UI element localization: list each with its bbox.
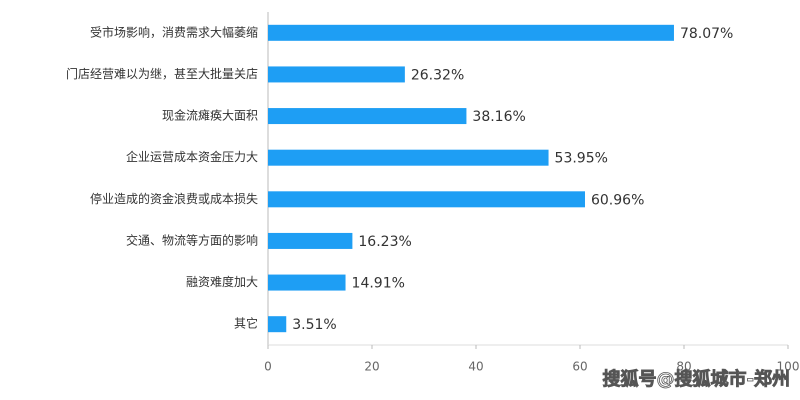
- data-label: 38.16%: [472, 109, 525, 125]
- bar: [268, 232, 353, 249]
- y-tick-label: 受市场影响，消费需求大幅萎缩: [90, 24, 258, 39]
- x-tick-label: 20: [364, 360, 379, 374]
- y-tick-label: 交通、物流等方面的影响: [126, 232, 258, 247]
- data-label: 78.07%: [680, 26, 733, 42]
- y-tick-label: 融资难度加大: [186, 274, 258, 289]
- x-tick-label: 80: [676, 360, 691, 374]
- x-tick-label: 60: [572, 360, 587, 374]
- y-tick-label: 门店经营难以为继，甚至大批量关店: [66, 66, 258, 81]
- data-label: 16.23%: [358, 234, 411, 250]
- data-label: 60.96%: [591, 192, 644, 208]
- y-tick-label: 现金流瘫痪大面积: [162, 108, 258, 123]
- bar: [268, 149, 549, 166]
- bar: [268, 66, 405, 83]
- data-label: 53.95%: [555, 151, 608, 167]
- watermark: 搜狐号@搜狐城市-郑州: [603, 368, 790, 390]
- x-tick-label: 40: [468, 360, 483, 374]
- bar: [268, 24, 674, 41]
- x-tick-label: 100: [777, 360, 800, 374]
- y-tick-label: 其它: [234, 316, 258, 331]
- y-tick-label: 停业造成的资金浪费或成本损失: [90, 191, 258, 206]
- bar: [268, 274, 346, 291]
- data-label: 26.32%: [411, 67, 464, 83]
- bar: [268, 191, 585, 208]
- y-tick-label: 企业运营成本资金压力大: [126, 149, 258, 164]
- bar: [268, 316, 287, 333]
- data-label: 3.51%: [292, 317, 336, 333]
- data-label: 14.91%: [352, 276, 405, 292]
- bar: [268, 108, 467, 125]
- x-tick-label: 0: [264, 360, 272, 374]
